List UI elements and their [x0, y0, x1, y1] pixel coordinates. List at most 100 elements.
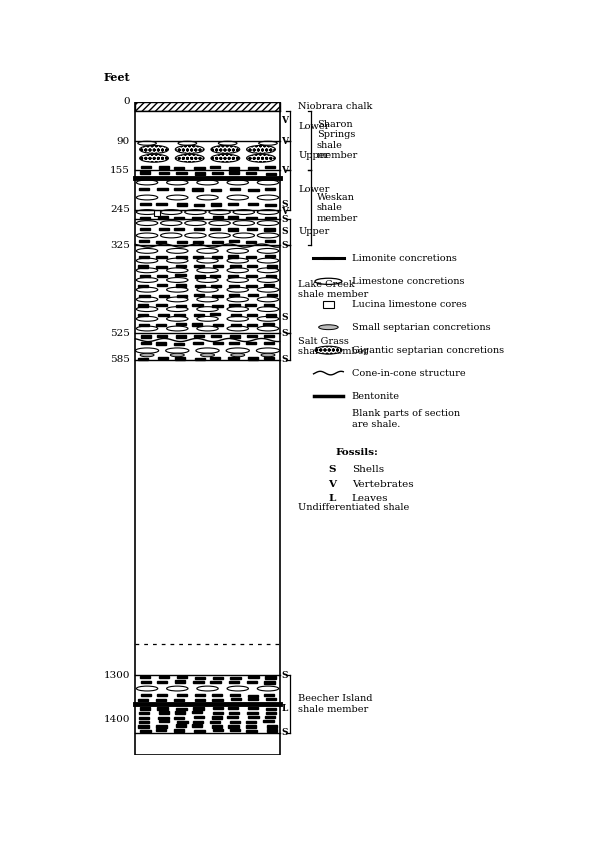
Ellipse shape [319, 325, 338, 330]
Bar [175, 711, 185, 714]
Bar [264, 304, 274, 306]
Bar [228, 203, 238, 205]
Bar [140, 676, 150, 678]
Bar [194, 314, 205, 316]
Text: 525: 525 [110, 329, 130, 338]
Bar [194, 294, 204, 296]
Text: 0: 0 [123, 98, 130, 106]
Ellipse shape [170, 354, 184, 357]
Bar [157, 695, 167, 696]
Bar [264, 335, 274, 338]
Bar [192, 711, 202, 713]
Text: Niobrara chalk: Niobrara chalk [298, 102, 373, 111]
Bar [138, 265, 148, 267]
Text: Vertebrates: Vertebrates [352, 480, 413, 488]
Text: V: V [281, 116, 289, 125]
Text: Small septarian concretions: Small septarian concretions [352, 323, 490, 332]
Bar [229, 342, 239, 344]
Bar [157, 681, 167, 683]
Ellipse shape [247, 154, 275, 162]
Bar [265, 240, 275, 243]
Bar [323, 301, 334, 308]
Bar [174, 699, 184, 701]
Bar [248, 166, 258, 169]
Text: Sharon
Springs
shale
member: Sharon Springs shale member [317, 120, 358, 160]
Bar [229, 712, 239, 714]
Bar [210, 166, 220, 168]
Ellipse shape [175, 146, 204, 153]
Bar [210, 228, 220, 231]
Bar [159, 172, 169, 175]
Bar [228, 706, 238, 709]
Bar [193, 304, 203, 306]
Bar [195, 358, 205, 360]
Bar [211, 681, 221, 683]
Bar [159, 294, 169, 297]
Text: Salt Grass
shale member: Salt Grass shale member [298, 337, 368, 356]
Bar [247, 681, 257, 683]
Text: Lucina limestone cores: Lucina limestone cores [352, 299, 466, 309]
Bar [136, 142, 280, 170]
Bar [140, 203, 151, 205]
Bar [247, 285, 257, 287]
Text: V: V [281, 207, 289, 215]
Text: Feet: Feet [103, 72, 130, 83]
Bar [263, 720, 274, 722]
Bar [247, 265, 257, 267]
Ellipse shape [231, 354, 245, 357]
Bar [211, 204, 221, 205]
Bar [213, 711, 223, 714]
Bar [156, 241, 166, 243]
Bar [159, 166, 169, 169]
Text: S: S [281, 314, 288, 322]
Bar [248, 188, 259, 191]
Bar [212, 216, 223, 219]
Bar [231, 314, 241, 315]
Bar [248, 204, 258, 205]
Text: Upper: Upper [298, 151, 329, 160]
Bar [228, 255, 238, 258]
Bar [248, 698, 258, 700]
Text: Lower: Lower [298, 186, 329, 194]
Bar [247, 729, 257, 732]
Bar [140, 730, 151, 732]
Bar [263, 357, 274, 360]
Bar [140, 707, 150, 710]
Bar [194, 729, 205, 732]
Bar [267, 725, 277, 728]
Bar [213, 342, 223, 344]
Bar [157, 707, 167, 710]
Bar [267, 265, 277, 267]
Bar [192, 323, 202, 326]
Bar [157, 284, 167, 287]
Bar [136, 245, 280, 333]
Bar [157, 265, 167, 268]
Bar [227, 216, 238, 219]
Bar [157, 187, 167, 190]
Bar [265, 204, 275, 206]
Bar [138, 699, 148, 701]
Bar [265, 228, 275, 231]
Bar [229, 681, 239, 683]
Bar [265, 188, 275, 190]
Text: S: S [281, 671, 288, 680]
Bar [175, 314, 185, 316]
Bar [229, 725, 239, 728]
Bar [228, 228, 238, 231]
Bar [159, 676, 169, 678]
Bar [140, 217, 151, 219]
Bar [212, 717, 222, 718]
Text: Weskan
shale
member: Weskan shale member [317, 192, 358, 222]
Text: S: S [281, 199, 288, 209]
Bar [195, 172, 205, 175]
Bar [158, 720, 169, 722]
Bar [140, 275, 150, 276]
Bar [174, 717, 184, 719]
Bar [136, 675, 280, 733]
Bar [193, 216, 203, 219]
Bar [263, 323, 274, 325]
Bar [266, 172, 277, 175]
Bar [263, 342, 274, 344]
Text: 1300: 1300 [103, 671, 130, 680]
Bar [194, 716, 204, 717]
